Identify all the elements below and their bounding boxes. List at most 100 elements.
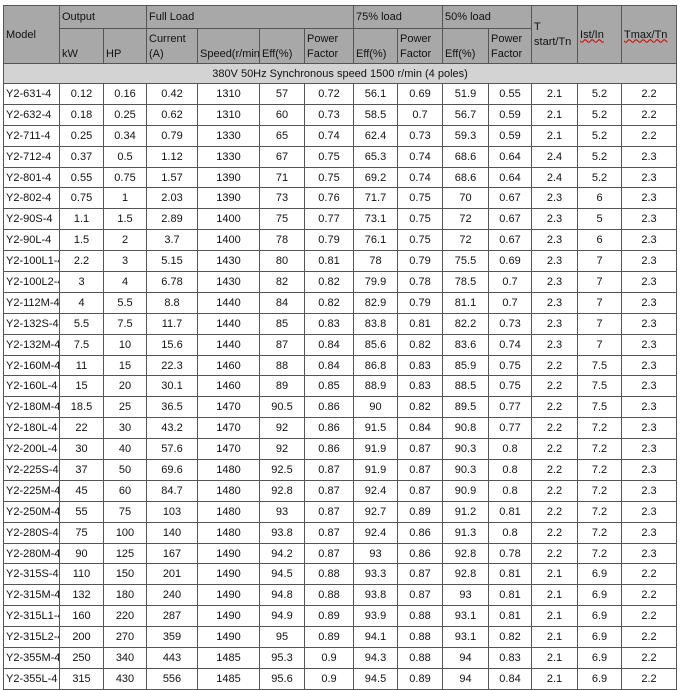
value-cell: 0.82: [303, 291, 355, 314]
value-cell: 6: [577, 229, 623, 252]
value-cell: 91.2: [442, 500, 490, 523]
value-cell: 0.81: [488, 563, 533, 586]
value-cell: 0.69: [397, 83, 444, 105]
model-cell: Y2-280M-4: [3, 542, 60, 565]
value-cell: 556: [146, 667, 198, 690]
value-cell: 0.88: [397, 647, 444, 669]
value-cell: 7.5: [577, 354, 623, 377]
value-cell: 4: [103, 271, 147, 293]
value-cell: 83.6: [442, 333, 490, 356]
value-cell: 7.2: [577, 459, 623, 481]
value-cell: 1470: [197, 396, 260, 419]
value-cell: 59.3: [442, 124, 490, 147]
value-cell: 150: [103, 563, 147, 586]
value-cell: 70: [442, 187, 490, 210]
value-cell: 76.1: [353, 229, 399, 252]
value-cell: 2.1: [531, 124, 579, 147]
value-cell: 2.1: [531, 563, 579, 586]
value-cell: 0.81: [488, 584, 533, 607]
value-cell: 90.9: [442, 479, 490, 502]
value-cell: 2.3: [621, 312, 678, 335]
value-cell: 92.8: [442, 542, 490, 565]
value-cell: 94.3: [353, 647, 399, 669]
value-cell: 51.9: [442, 83, 490, 105]
value-cell: 68.6: [442, 166, 490, 189]
value-cell: 3.7: [146, 229, 198, 252]
value-cell: 2.1: [531, 647, 579, 669]
value-cell: 0.87: [397, 584, 444, 607]
value-cell: 0.64: [488, 145, 533, 168]
value-cell: 0.25: [103, 103, 147, 126]
group-output: Output: [59, 5, 147, 29]
value-cell: 65: [259, 124, 305, 147]
model-cell: Y2-712-4: [3, 145, 60, 168]
value-cell: 0.83: [488, 647, 533, 669]
col-pf: Power Factor: [303, 28, 355, 64]
table-row: Y2-280M-4 90 125 167 1490 94.2 0.87 93 0.86 92.8 0…: [3, 542, 678, 565]
value-cell: 7.2: [577, 417, 623, 440]
value-cell: 0.67: [488, 208, 533, 231]
value-cell: 2.2: [531, 354, 579, 377]
value-cell: 0.82: [488, 626, 533, 649]
value-cell: 1480: [197, 459, 260, 481]
value-cell: 0.74: [488, 333, 533, 356]
table-row: Y2-225M-4 45 60 84.7 1480 92.8 0.87 92.4 0.87 90.…: [3, 479, 678, 502]
value-cell: 8.8: [146, 291, 198, 314]
value-cell: 2.3: [621, 542, 678, 565]
value-cell: 0.59: [488, 124, 533, 147]
value-cell: 1485: [197, 667, 260, 690]
value-cell: 1430: [197, 250, 260, 273]
value-cell: 0.87: [397, 459, 444, 481]
value-cell: 58.5: [353, 103, 399, 126]
value-cell: 78.5: [442, 271, 490, 293]
value-cell: 91.9: [353, 438, 399, 461]
value-cell: 0.88: [303, 563, 355, 586]
value-cell: 90.8: [442, 417, 490, 440]
value-cell: 92: [259, 417, 305, 440]
model-cell: Y2-315S-4: [3, 563, 60, 586]
table-row: Y2-802-4 0.75 1 2.03 1390 73 0.76 71.7 0.75 70 0.6…: [3, 187, 678, 210]
model-cell: Y2-112M-4: [3, 291, 60, 314]
value-cell: 0.55: [59, 166, 104, 189]
value-cell: 0.67: [488, 229, 533, 252]
value-cell: 86.8: [353, 354, 399, 377]
value-cell: 0.62: [146, 103, 198, 126]
value-cell: 0.81: [397, 312, 444, 335]
value-cell: 0.55: [488, 83, 533, 105]
model-cell: Y2-355M-4: [3, 647, 60, 669]
table-row: Y2-250M-4 55 75 103 1480 93 0.87 92.7 0.89 91.2 0.…: [3, 500, 678, 523]
value-cell: 2.3: [621, 438, 678, 461]
value-cell: 2.3: [531, 312, 579, 335]
model-cell: Y2-160L-4: [3, 375, 60, 398]
value-cell: 93.1: [442, 626, 490, 649]
value-cell: 340: [103, 647, 147, 669]
value-cell: 2.3: [621, 229, 678, 252]
value-cell: 5.5: [59, 312, 104, 335]
value-cell: 0.87: [397, 479, 444, 502]
value-cell: 92.7: [353, 500, 399, 523]
model-cell: Y2-180M-4: [3, 396, 60, 419]
value-cell: 1440: [197, 291, 260, 314]
value-cell: 7: [577, 291, 623, 314]
value-cell: 1490: [197, 542, 260, 565]
value-cell: 0.74: [303, 124, 355, 147]
value-cell: 2.2: [531, 459, 579, 481]
value-cell: 15: [59, 375, 104, 398]
value-cell: 5: [577, 208, 623, 231]
value-cell: 2.89: [146, 208, 198, 231]
value-cell: 0.5: [103, 145, 147, 168]
value-cell: 0.86: [397, 521, 444, 544]
value-cell: 2.3: [621, 459, 678, 481]
value-cell: 1460: [197, 375, 260, 398]
value-cell: 2.2: [531, 396, 579, 419]
value-cell: 75: [259, 208, 305, 231]
value-cell: 94.5: [259, 563, 305, 586]
value-cell: 1430: [197, 271, 260, 293]
value-cell: 92.8: [259, 479, 305, 502]
value-cell: 60: [103, 479, 147, 502]
value-cell: 36.5: [146, 396, 198, 419]
value-cell: 0.69: [488, 250, 533, 273]
value-cell: 2.3: [621, 479, 678, 502]
value-cell: 0.89: [397, 667, 444, 690]
value-cell: 73.1: [353, 208, 399, 231]
